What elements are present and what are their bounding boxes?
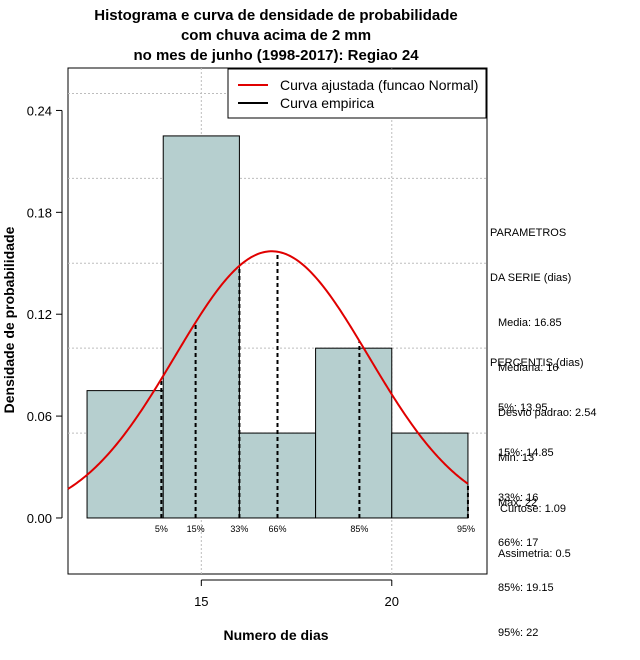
x-tick-label-0: 15 [194, 594, 208, 609]
percentile-95: 95%: 22 [498, 627, 539, 639]
percentile-label-4: 85% [350, 524, 368, 534]
chart-title-line-1: Histograma e curva de densidade de proba… [94, 7, 458, 24]
y-tick-label-4: 0.24 [27, 103, 52, 118]
param-min: Min: 13 [498, 452, 535, 464]
percentile-label-0: 5% [155, 524, 168, 534]
histogram-bar-3 [315, 347, 393, 519]
percentile-label-3: 66% [268, 524, 286, 534]
y-tick-label-0: 0.00 [27, 511, 52, 526]
chart-title-line-3: no mes de junho (1998-2017): Regiao 24 [133, 47, 419, 64]
param-max: Max: 22 [498, 497, 538, 509]
percentile-label-2: 33% [230, 524, 248, 534]
x-axis-title: Numero de dias [223, 627, 328, 643]
shape-stats-panel: Curtose: 1.09 Assimetria: 0.5 [490, 472, 571, 577]
legend-label-0: Curva ajustada (funcao Normal) [280, 77, 478, 93]
chart-title-line-2: com chuva acima de 2 mm [180, 27, 372, 44]
fitted-normal-curve [67, 250, 469, 490]
y-tick-label-3: 0.18 [27, 205, 52, 220]
legend-label-1: Curva empirica [280, 95, 374, 111]
percentiles-panel: PERCENTIS (dias) 5%: 13.95 15%: 14.85 33… [490, 326, 584, 656]
percentile-66: 66%: 17 [498, 537, 539, 549]
param-sd: Desvio padrao: 2.54 [498, 407, 597, 419]
parameters-subheading: DA SERIE (dias) [490, 272, 572, 284]
percentile-85: 85%: 19.15 [498, 582, 554, 594]
x-tick-label-1: 20 [385, 594, 399, 609]
percentile-33: 33%: 16 [498, 492, 539, 504]
percentiles-heading: PERCENTIS (dias) [490, 357, 584, 369]
percentile-label-5: 95% [457, 524, 475, 534]
stat-kurtosis: Curtose: 1.09 [500, 503, 567, 515]
param-mean: Media: 16.85 [498, 317, 562, 329]
percentile-label-1: 15% [187, 524, 205, 534]
y-tick-label-1: 0.06 [27, 409, 52, 424]
percentile-5: 5%: 13.95 [498, 402, 548, 414]
histogram-bar-1 [162, 135, 240, 519]
parameters-heading: PARAMETROS [490, 227, 567, 239]
parameters-panel: PARAMETROS DA SERIE (dias) Media: 16.85 … [490, 196, 596, 526]
percentile-15: 15%: 14.85 [498, 447, 554, 459]
y-tick-label-2: 0.12 [27, 307, 52, 322]
plot-frame [67, 67, 488, 575]
param-median: Mediana: 16 [498, 362, 559, 374]
stat-skewness: Assimetria: 0.5 [498, 548, 571, 560]
legend-box [227, 68, 487, 119]
y-axis-title: Densidade de probabilidade [1, 226, 17, 413]
histogram-bar-0 [86, 390, 164, 519]
